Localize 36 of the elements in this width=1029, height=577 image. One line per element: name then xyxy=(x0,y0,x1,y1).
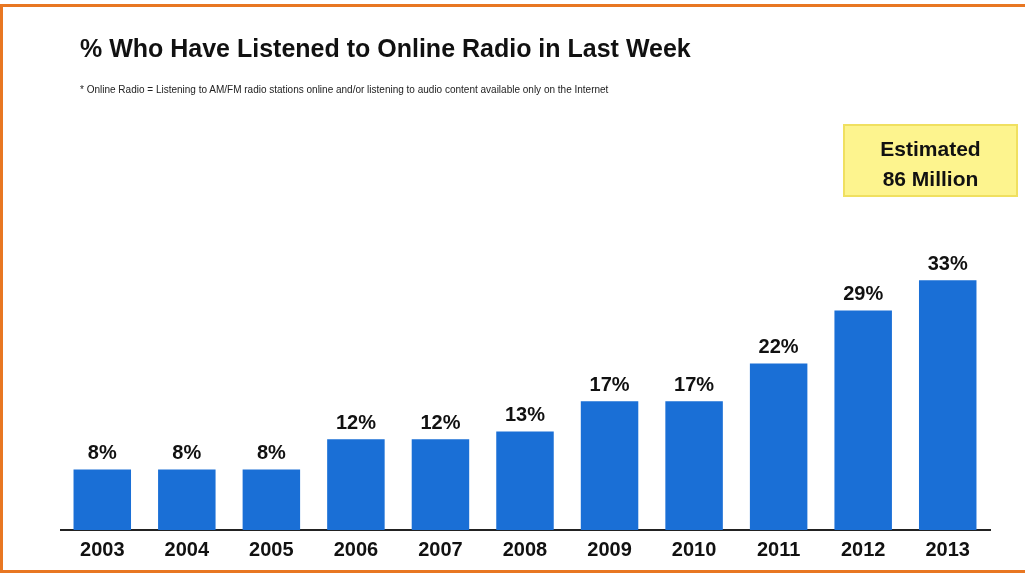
data-label: 8% xyxy=(172,440,202,463)
x-tick-label: 2011 xyxy=(756,537,801,560)
x-tick-label: 2010 xyxy=(671,537,717,560)
x-tick-label: 2009 xyxy=(587,537,632,560)
x-tick-label: 2013 xyxy=(925,537,970,560)
bar xyxy=(411,439,470,530)
data-label: 33% xyxy=(927,251,968,274)
data-label: 13% xyxy=(504,403,546,426)
data-label: 17% xyxy=(674,372,715,395)
bar xyxy=(749,363,808,530)
bar xyxy=(580,401,639,530)
bar xyxy=(834,310,892,530)
chart-title: % Who Have Listened to Online Radio in Last Week xyxy=(80,34,691,63)
x-tick-label: 2007 xyxy=(418,537,463,560)
bar xyxy=(918,280,977,530)
data-label: 29% xyxy=(843,281,884,304)
x-tick-label: 2008 xyxy=(502,537,548,560)
bar xyxy=(158,469,216,530)
x-tick-label: 2005 xyxy=(249,537,294,560)
data-label: 22% xyxy=(758,334,799,357)
data-label: 17% xyxy=(589,372,630,395)
data-label: 12% xyxy=(335,410,377,433)
data-label: 12% xyxy=(420,410,461,433)
chart-subtitle: * Online Radio = Listening to AM/FM radio stations online and/or listening to audio content available only on the Internet xyxy=(80,84,609,95)
bar xyxy=(496,431,554,530)
x-tick-label: 2012 xyxy=(840,537,886,560)
x-tick-label: 2006 xyxy=(333,537,379,560)
data-label: 8% xyxy=(256,440,287,463)
bar xyxy=(327,439,385,530)
data-label: 8% xyxy=(87,440,117,463)
x-tick-label: 2003 xyxy=(80,537,125,560)
bar xyxy=(665,401,723,530)
bar xyxy=(242,469,301,530)
bar xyxy=(73,469,132,530)
text: Estimated 86 Million xyxy=(843,124,1018,197)
x-tick-label: 2004 xyxy=(164,537,210,560)
